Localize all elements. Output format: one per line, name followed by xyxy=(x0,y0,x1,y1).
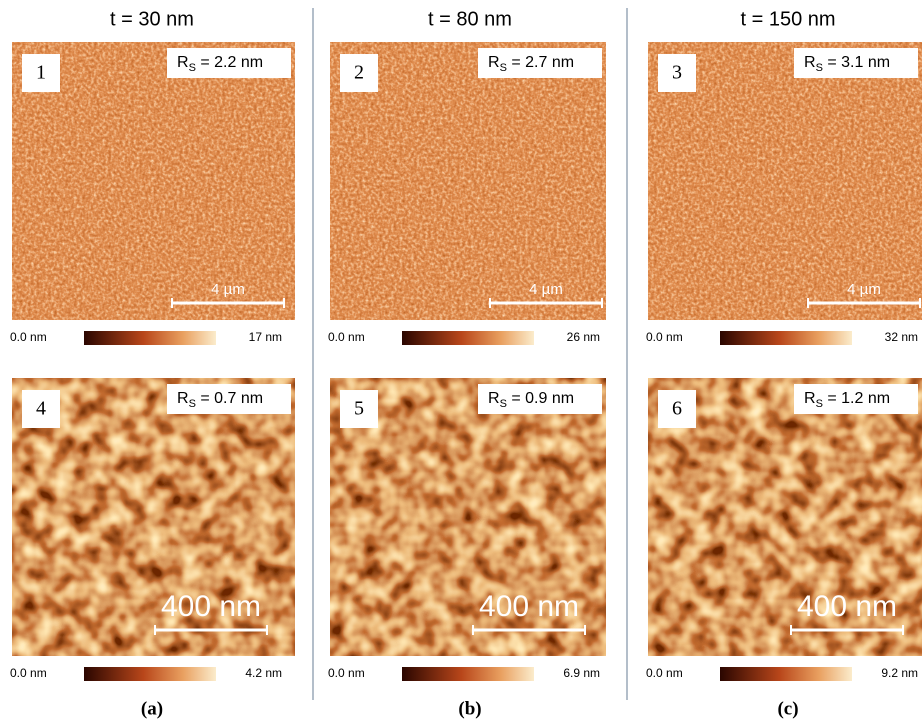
afm-panel: 2 RS = 2.7 nm 4 µm 0.0 nm 26 nm xyxy=(328,42,606,345)
colorbar xyxy=(720,667,852,681)
colorbar-min: 0.0 nm xyxy=(10,666,47,680)
panel-number: 2 xyxy=(354,62,364,84)
rs-symbol: R xyxy=(804,390,816,407)
colorbar-max: 6.9 nm xyxy=(563,666,600,680)
afm-panel: 1 RS = 2.2 nm 4 µm 0.0 nm 17 nm xyxy=(10,42,295,345)
colorbar-min: 0.0 nm xyxy=(646,666,683,680)
scale-bar-label: 400 nm xyxy=(479,590,579,623)
scale-bar-label: 400 nm xyxy=(161,590,261,623)
scale-bar-label: 400 nm xyxy=(797,590,897,623)
colorbar-min: 0.0 nm xyxy=(10,330,47,344)
scale-bar-label: 4 µm xyxy=(529,281,563,298)
rs-value: = 3.1 nm xyxy=(823,54,890,71)
column-title: t = 80 nm xyxy=(428,8,512,30)
rs-value: = 2.2 nm xyxy=(196,54,263,71)
panel-number: 3 xyxy=(672,62,682,84)
afm-panel: 3 RS = 3.1 nm 4 µm 0.0 nm 32 nm xyxy=(646,42,922,345)
afm-panel: 5 RS = 0.9 nm 400 nm 0.0 nm 6.9 nm xyxy=(328,378,606,681)
afm-panel: 6 RS = 1.2 nm 400 nm 0.0 nm 9.2 nm xyxy=(646,378,922,681)
column-title: t = 150 nm xyxy=(740,8,835,30)
rs-symbol: R xyxy=(177,390,189,407)
rs-subscript: S xyxy=(500,398,507,410)
rs-value: = 1.2 nm xyxy=(823,390,890,407)
rs-value: = 0.7 nm xyxy=(196,390,263,407)
rs-value: = 0.9 nm xyxy=(507,390,574,407)
colorbar xyxy=(84,667,216,681)
colorbar-max: 26 nm xyxy=(567,330,600,344)
rs-symbol: R xyxy=(488,54,500,71)
scale-bar-label: 4 µm xyxy=(211,281,245,298)
colorbar-min: 0.0 nm xyxy=(328,666,365,680)
caption: (c) xyxy=(777,698,798,719)
rs-symbol: R xyxy=(488,390,500,407)
colorbar-max: 17 nm xyxy=(249,330,282,344)
rs-subscript: S xyxy=(816,398,823,410)
rs-value: = 2.7 nm xyxy=(507,54,574,71)
rs-subscript: S xyxy=(816,62,823,74)
rs-subscript: S xyxy=(500,62,507,74)
caption: (b) xyxy=(458,698,481,719)
colorbar xyxy=(720,331,852,345)
panel-number: 1 xyxy=(36,62,46,84)
rs-subscript: S xyxy=(189,62,196,74)
colorbar xyxy=(84,331,216,345)
panel-number: 4 xyxy=(36,398,46,420)
panel-number: 6 xyxy=(672,398,682,420)
colorbar-max: 4.2 nm xyxy=(245,666,282,680)
rs-symbol: R xyxy=(804,54,816,71)
figure: t = 30 nm(a)1RS = 2.2 nm4 µm0.0 nm17 nm4… xyxy=(0,0,922,724)
afm-panel: 4 RS = 0.7 nm 400 nm 0.0 nm 4.2 nm xyxy=(10,378,295,681)
caption: (a) xyxy=(141,698,163,719)
colorbar-max: 32 nm xyxy=(885,330,918,344)
scale-bar-label: 4 µm xyxy=(847,281,881,298)
panel-number: 5 xyxy=(354,398,364,420)
rs-symbol: R xyxy=(177,54,189,71)
rs-subscript: S xyxy=(189,398,196,410)
colorbar xyxy=(402,667,534,681)
colorbar-min: 0.0 nm xyxy=(646,330,683,344)
colorbar xyxy=(402,331,534,345)
colorbar-max: 9.2 nm xyxy=(881,666,918,680)
colorbar-min: 0.0 nm xyxy=(328,330,365,344)
column-title: t = 30 nm xyxy=(110,8,194,30)
